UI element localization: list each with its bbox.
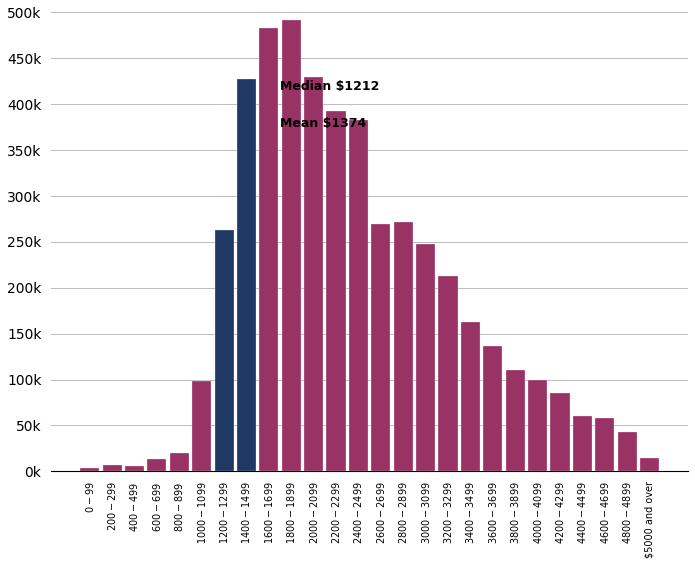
Bar [192,381,211,471]
Bar [349,120,368,471]
Bar [147,459,166,471]
Bar [304,77,323,471]
Bar [237,79,256,471]
Bar [596,418,614,471]
Bar [640,458,659,471]
Bar [103,465,122,471]
Bar [618,432,637,471]
Bar [259,28,278,471]
Bar [573,416,592,471]
Bar [528,380,547,471]
Bar [327,111,345,471]
Bar [506,371,525,471]
Bar [439,276,457,471]
Bar [80,468,99,471]
Bar [215,230,234,471]
Bar [393,221,413,471]
Bar [483,346,502,471]
Bar [416,244,435,471]
Bar [170,453,189,471]
Bar [550,393,569,471]
Bar [281,20,301,471]
Bar [125,466,144,471]
Bar [371,224,391,471]
Text: Median $1212: Median $1212 [280,80,379,93]
Text: Mean $1374: Mean $1374 [280,117,366,130]
Bar [461,321,480,471]
